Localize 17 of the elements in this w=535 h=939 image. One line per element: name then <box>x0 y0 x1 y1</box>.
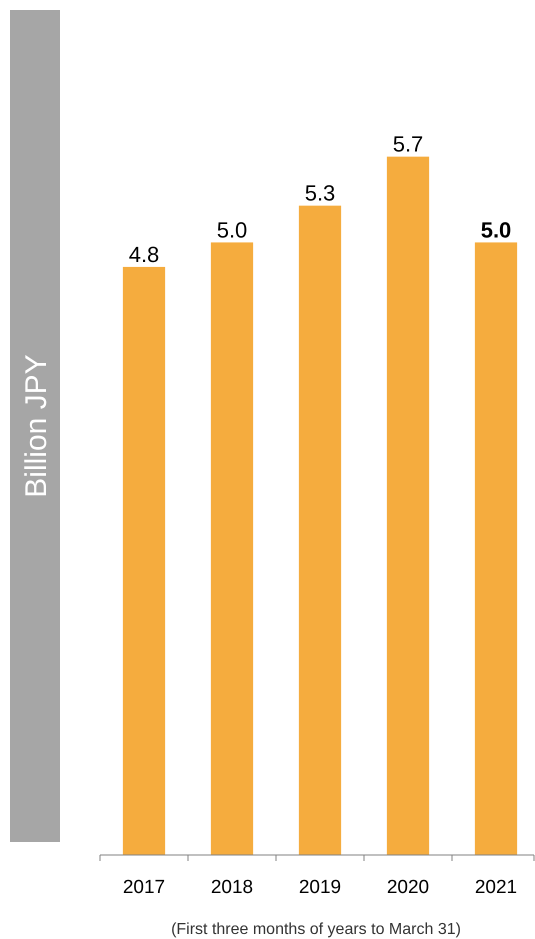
x-tick-label: 2021 <box>474 877 518 898</box>
bar <box>122 266 166 855</box>
text: (First three months of years to March 31) <box>171 921 461 938</box>
x-tick-label: 2018 <box>210 877 254 898</box>
data-label: 4.8 <box>128 242 160 267</box>
bar <box>298 206 342 855</box>
x-tick-label: 2020 <box>386 877 430 898</box>
bar <box>210 242 254 855</box>
data-label: 5.7 <box>392 132 424 157</box>
x-tick-label: 2017 <box>122 877 166 898</box>
bar <box>386 156 430 855</box>
data-label: 5.0 <box>216 217 248 242</box>
bar <box>474 242 518 855</box>
data-label: 5.0 <box>480 217 512 242</box>
y-axis-title: Billion JPY <box>20 354 53 498</box>
x-tick-label: 2019 <box>298 877 342 898</box>
data-label: 5.3 <box>304 180 336 206</box>
